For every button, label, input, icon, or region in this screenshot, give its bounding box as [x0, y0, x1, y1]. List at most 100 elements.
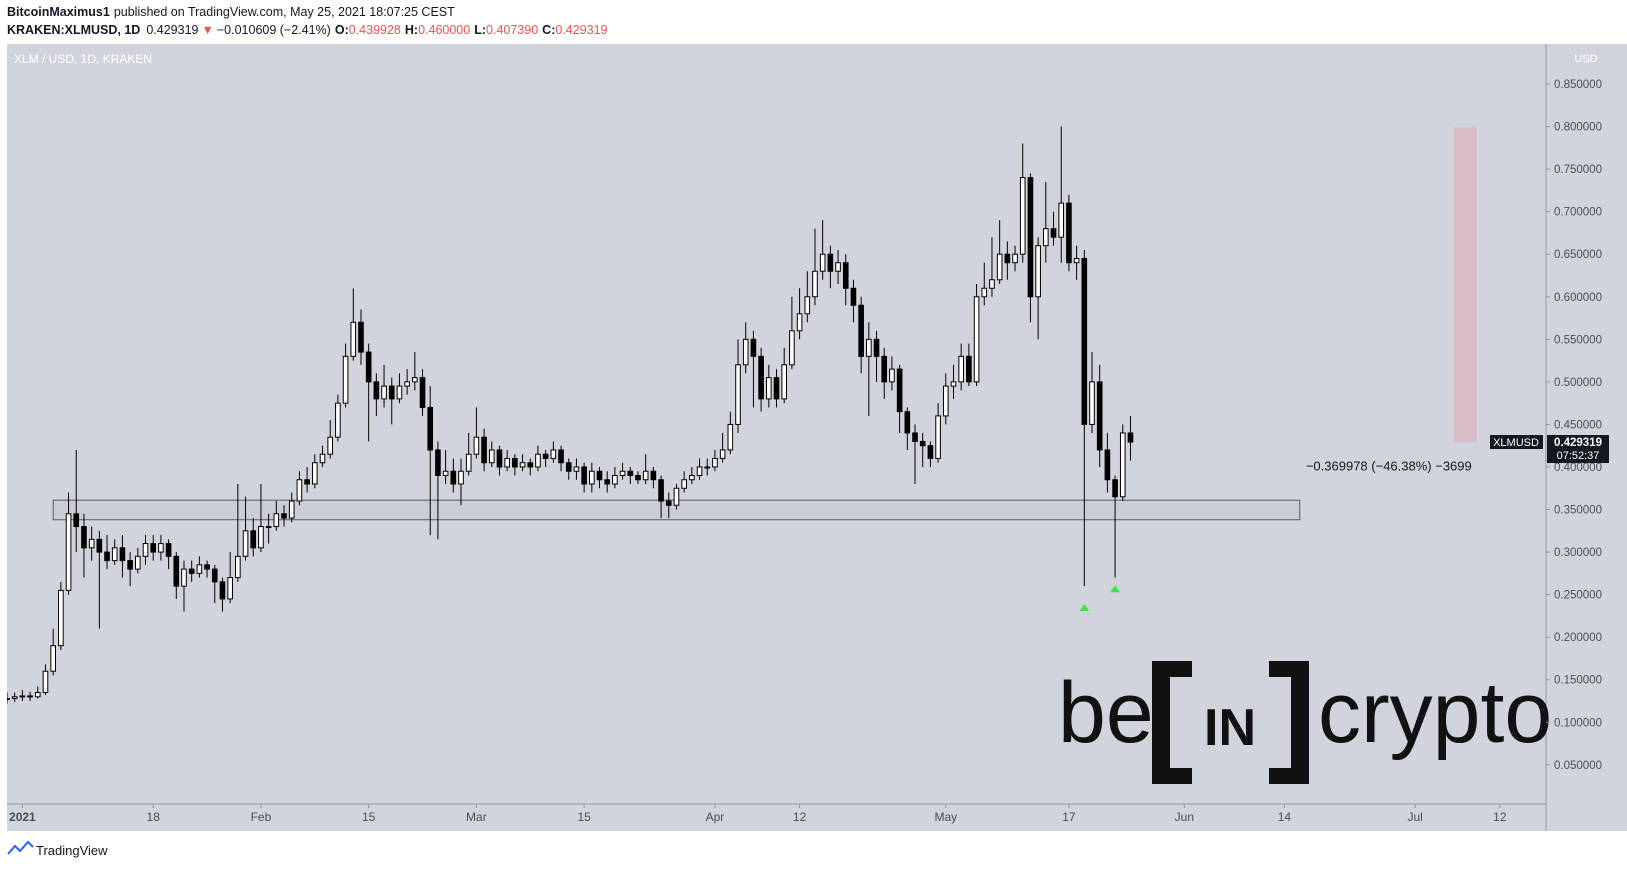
candle-body: [673, 487, 680, 506]
axes: 0.050000 0.100000 0.150000 0.200000 0.250000…: [9, 79, 1609, 824]
y-tick-label: 0.400000: [1554, 462, 1602, 474]
candle-body: [235, 555, 241, 579]
candle-body: [350, 321, 357, 357]
candle-body: [204, 564, 210, 570]
watermark-bracket: [1269, 661, 1309, 784]
candle-body: [735, 364, 741, 425]
y-tick-label: 0.650000: [1554, 249, 1602, 261]
candle-body: [227, 577, 233, 600]
candle-body: [311, 462, 318, 485]
candle-body: [458, 470, 464, 485]
candle-body: [504, 457, 510, 468]
measure-label: −0.369978 (−46.38%) −3699: [1306, 458, 1472, 473]
ohlc-value: 0.439928: [349, 23, 401, 37]
candle-body: [889, 368, 895, 383]
x-tick-label: 12: [1493, 810, 1507, 824]
candle-body: [989, 279, 995, 289]
candle-body: [81, 526, 87, 549]
candle-body: [119, 547, 126, 562]
candle-body: [689, 474, 695, 481]
candle-body: [719, 449, 726, 459]
candle-body: [665, 500, 672, 506]
candle-body: [550, 449, 557, 459]
candle-body: [196, 564, 203, 574]
candle-body: [188, 568, 195, 574]
symbol: KRAKEN:XLMUSD, 1D: [7, 23, 140, 37]
candle-body: [789, 330, 795, 366]
candle-body: [558, 449, 564, 464]
candle-body: [604, 479, 611, 485]
ohlc-value: 0.460000: [418, 23, 470, 37]
candle-body: [812, 270, 818, 298]
candle-body: [712, 457, 718, 468]
candle-body: [327, 436, 333, 455]
y-tick-label: 0.100000: [1554, 717, 1602, 729]
candle-body: [996, 253, 1003, 281]
candle-body: [1012, 253, 1018, 264]
candle-body: [365, 351, 372, 383]
candle-body: [650, 470, 657, 481]
candle-body: [173, 555, 180, 587]
candle-body: [858, 304, 864, 357]
x-tick-label: Mar: [466, 810, 487, 824]
candle-body: [427, 406, 434, 451]
y-tick-label: 0.200000: [1554, 632, 1602, 644]
candle-body: [488, 449, 495, 464]
symbol-tag: [1490, 435, 1543, 450]
y-tick-label: 0.250000: [1554, 590, 1602, 602]
candle-body: [450, 470, 457, 485]
plot: [7, 126, 1477, 704]
candle-body: [1019, 177, 1026, 255]
candle-body: [835, 262, 841, 272]
candle-body: [896, 368, 903, 413]
published: published on TradingView.com, May 25, 20…: [114, 5, 455, 19]
candle-body: [96, 538, 103, 553]
candle-body: [781, 364, 788, 400]
candle-body: [358, 321, 364, 353]
candle-body: [966, 355, 972, 383]
candle-body: [304, 479, 310, 485]
candle-body: [65, 513, 72, 591]
candle-body: [581, 466, 587, 485]
candle-body: [1119, 432, 1126, 498]
candle-body: [627, 470, 634, 476]
candle-body: [904, 411, 911, 434]
candle-body: [612, 474, 618, 485]
candle-body: [319, 453, 326, 464]
candle-body: [1127, 432, 1134, 443]
chart-title: XLM / USD, 1D, KRAKEN: [14, 52, 152, 66]
candle-body: [481, 436, 487, 464]
candle-body: [27, 695, 33, 698]
candle-body: [773, 377, 780, 400]
candle-body: [758, 355, 764, 400]
x-tick-label: 17: [1062, 810, 1076, 824]
x-tick-label: Feb: [251, 810, 272, 824]
candle-body: [950, 381, 957, 387]
x-tick-label: Jun: [1175, 810, 1194, 824]
y-tick-label: 0.550000: [1554, 334, 1602, 346]
candle-body: [1081, 257, 1088, 425]
measure-range: [1453, 127, 1477, 443]
candle-body: [42, 670, 49, 694]
candle-body: [404, 381, 410, 387]
candle-body: [827, 253, 834, 272]
direction: ▼: [201, 23, 213, 37]
quote-line: KRAKEN:XLMUSD, 1D 0.429319 ▼ −0.010609 (−2.…: [7, 23, 608, 37]
candle-body: [273, 513, 280, 528]
price-tag: [1547, 435, 1609, 464]
y-tick-label: 0.450000: [1554, 419, 1602, 431]
candle-body: [50, 645, 56, 672]
candle-body: [881, 355, 888, 383]
y-tick-label: 0.700000: [1554, 207, 1602, 219]
y-tick-label: 0.350000: [1554, 505, 1602, 517]
y-tick-label: 0.150000: [1554, 675, 1602, 687]
candle-body: [919, 440, 926, 447]
candle-body: [535, 453, 541, 468]
candle-body: [288, 500, 295, 519]
y-tick-label: 0.600000: [1554, 292, 1602, 304]
candle-body: [135, 555, 141, 570]
candle-body: [34, 692, 41, 698]
candle-body: [342, 355, 349, 404]
candle-body: [181, 568, 187, 587]
marker: [1110, 585, 1121, 593]
